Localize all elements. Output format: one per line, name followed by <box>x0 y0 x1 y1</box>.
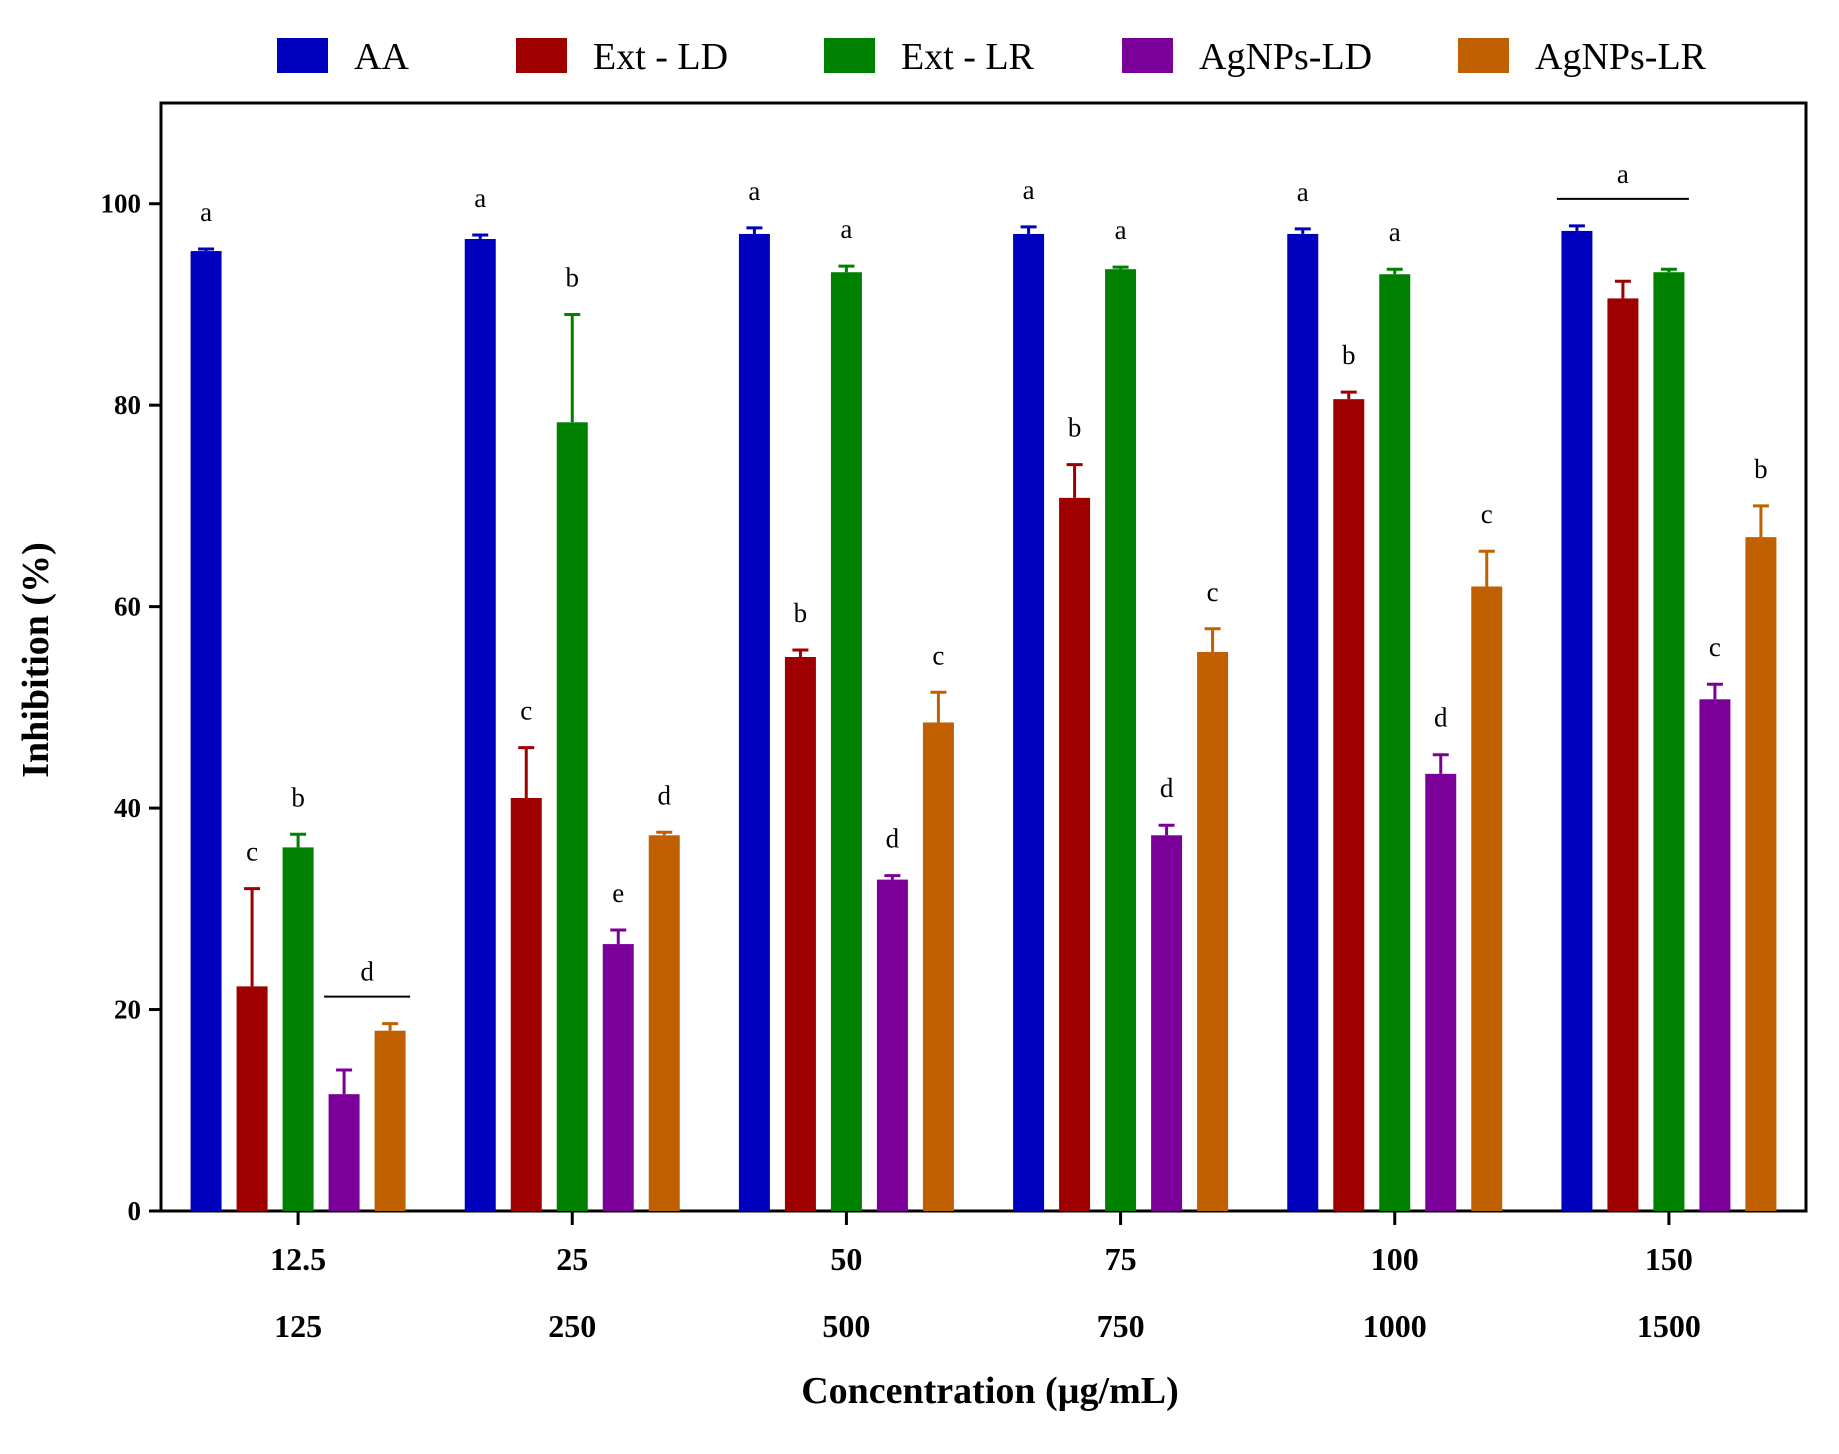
bar <box>602 944 634 1211</box>
y-tick-label: 40 <box>114 793 141 823</box>
x-tick-label-secondary: 500 <box>822 1308 870 1344</box>
bar <box>1471 586 1503 1211</box>
significance-letter: d <box>658 780 672 810</box>
legend-label: AA <box>354 36 409 78</box>
legend-swatch <box>1122 38 1173 73</box>
bar <box>1425 773 1457 1211</box>
significance-letter: c <box>1709 632 1721 662</box>
significance-letter: a <box>748 176 760 206</box>
y-tick-label: 60 <box>114 592 141 622</box>
x-tick-label: 100 <box>1371 1241 1419 1277</box>
x-axis-title: Concentration (µg/mL) <box>801 1370 1179 1412</box>
legend-label: AgNPs-LR <box>1535 36 1707 78</box>
legend-label: Ext - LR <box>901 36 1035 78</box>
x-tick-label-secondary: 125 <box>274 1308 322 1344</box>
bar <box>1699 699 1731 1211</box>
legend-label: Ext - LD <box>593 36 728 78</box>
bars <box>190 224 1777 1212</box>
bar <box>236 986 268 1211</box>
bar <box>1379 274 1411 1212</box>
axes: 0 20 40 60 80 100 12.5 125 25 250 50 500 75 750 100 100… <box>101 101 1808 1344</box>
significance-letter: a <box>474 183 486 213</box>
y-tick-label: 0 <box>128 1196 142 1226</box>
significance-letter: a <box>840 214 852 244</box>
bar <box>876 879 908 1211</box>
significance-letter: c <box>520 696 532 726</box>
significance-letter: e <box>612 878 624 908</box>
bar <box>1653 272 1685 1212</box>
legend-swatch <box>277 38 328 73</box>
legend-label: AgNPs-LD <box>1199 36 1372 78</box>
significance-letter: c <box>246 837 258 867</box>
bar <box>1561 230 1593 1211</box>
y-tick-label: 20 <box>114 995 141 1025</box>
significance-letter: a <box>1115 215 1127 245</box>
significance-letter: c <box>1481 499 1493 529</box>
bar <box>1105 269 1137 1211</box>
bar <box>282 847 314 1211</box>
bar <box>1151 835 1183 1211</box>
x-tick-label: 12.5 <box>270 1241 326 1277</box>
significance-letter: b <box>794 598 808 628</box>
bar <box>922 722 954 1211</box>
bar <box>1287 233 1319 1212</box>
y-tick-label: 80 <box>114 390 141 420</box>
significance-letter: b <box>1342 340 1356 370</box>
significance-letter: d <box>1434 703 1448 733</box>
x-tick-label-secondary: 1000 <box>1363 1308 1427 1344</box>
x-tick-label-secondary: 1500 <box>1637 1308 1701 1344</box>
bar <box>830 272 862 1212</box>
significance-letter: a <box>1389 217 1401 247</box>
significance-letter: b <box>1754 454 1768 484</box>
significance-letter: d <box>1160 773 1174 803</box>
x-tick-label: 75 <box>1105 1241 1137 1277</box>
legend-swatch <box>824 38 875 73</box>
plot-frame <box>159 101 1808 1213</box>
legend-swatch <box>516 38 567 73</box>
legend-swatch <box>1458 38 1509 73</box>
x-tick-label: 150 <box>1645 1241 1693 1277</box>
significance-letter: a <box>1297 177 1309 207</box>
significance-letter: b <box>1068 413 1082 443</box>
significance-letters: a a a a a c c b b b b b a a a e d d d c d c c c b d a <box>200 159 1768 998</box>
significance-letter: a <box>200 197 212 227</box>
bar <box>1607 298 1639 1212</box>
significance-letter: d <box>360 957 374 987</box>
significance-letter: c <box>932 640 944 670</box>
bar <box>556 422 588 1212</box>
bar <box>328 1094 360 1211</box>
significance-letter: b <box>566 263 580 293</box>
bar <box>784 657 816 1211</box>
significance-letter: c <box>1207 577 1219 607</box>
bar <box>648 835 680 1211</box>
bar <box>1745 537 1777 1211</box>
significance-letter: d <box>886 824 900 854</box>
bar <box>1197 651 1229 1211</box>
significance-letter: a <box>1617 159 1629 189</box>
x-tick-label: 50 <box>830 1241 862 1277</box>
y-axis-title: Inhibition (%) <box>15 542 57 777</box>
x-tick-label-secondary: 750 <box>1097 1308 1145 1344</box>
bar <box>1333 399 1365 1211</box>
bar <box>1059 497 1091 1211</box>
legend: AA Ext - LD Ext - LR AgNPs-LD AgNPs-LR <box>277 36 1707 78</box>
significance-letter: b <box>291 782 305 812</box>
x-tick-label: 25 <box>556 1241 588 1277</box>
y-tick-label: 100 <box>101 189 142 219</box>
bar <box>738 233 770 1212</box>
bar <box>1013 233 1045 1212</box>
bar <box>510 798 542 1211</box>
bar <box>190 251 222 1211</box>
x-tick-label-secondary: 250 <box>548 1308 596 1344</box>
bar <box>374 1030 406 1211</box>
bar <box>464 238 496 1211</box>
significance-letter: a <box>1023 175 1035 205</box>
